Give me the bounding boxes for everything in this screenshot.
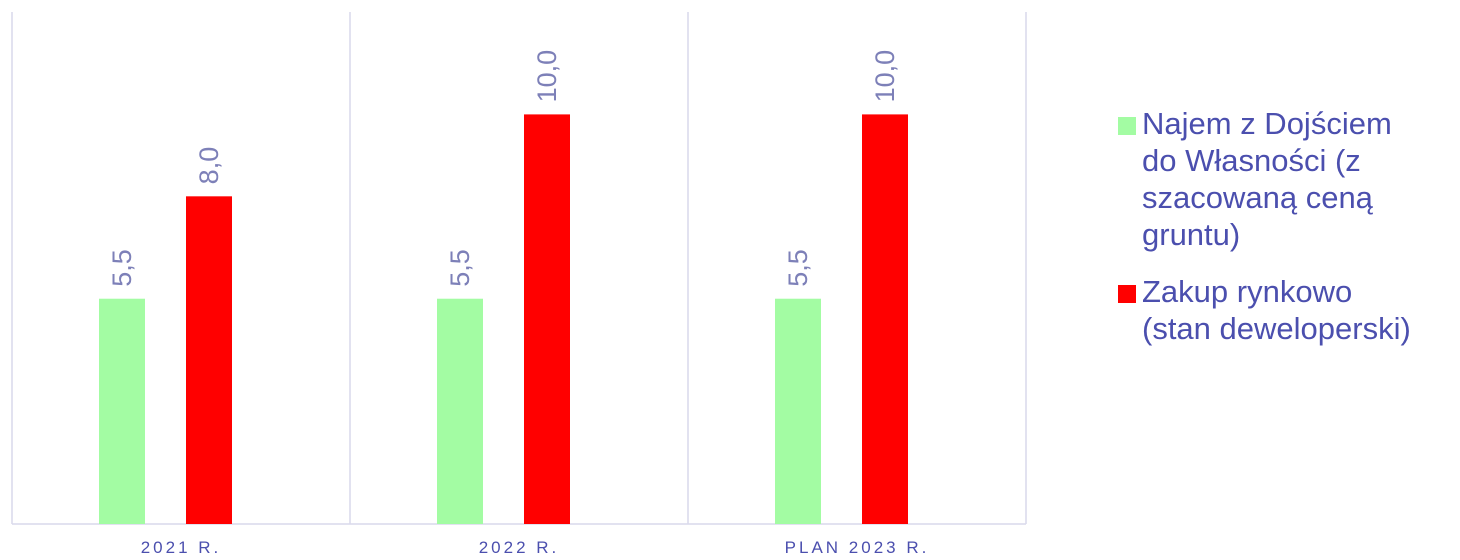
legend-swatch-najem	[1118, 117, 1136, 135]
data-label: 10,0	[870, 50, 900, 103]
x-tick-label: 2022 R.	[479, 538, 560, 557]
x-tick-label: PLAN 2023 R.	[785, 538, 930, 557]
data-label: 10,0	[532, 50, 562, 103]
data-label: 5,5	[445, 249, 475, 287]
data-label: 5,5	[783, 249, 813, 287]
bar-chart: 5,5 8,0 2021 R. 5,5 10,0 2022 R. 5,5 10,0 PLAN 2…	[11, 12, 1027, 557]
data-label: 8,0	[194, 147, 224, 185]
bar-zakup	[862, 114, 908, 525]
legend-label-najem: Najem z Dojściem do Własności (z szacowa…	[1142, 106, 1392, 252]
bar-najem	[99, 298, 145, 524]
legend-label-zakup: Zakup rynkowo (stan deweloperski)	[1142, 274, 1411, 346]
bar-zakup	[524, 114, 570, 525]
x-tick-label: 2021 R.	[141, 538, 222, 557]
legend: Najem z Dojściem do Własności (z szacowa…	[1118, 105, 1458, 367]
bar-zakup	[186, 196, 232, 524]
legend-item-zakup: Zakup rynkowo (stan deweloperski)	[1118, 273, 1458, 347]
bar-najem	[437, 298, 483, 524]
legend-item-najem: Najem z Dojściem do Własności (z szacowa…	[1118, 105, 1458, 253]
legend-swatch-zakup	[1118, 285, 1136, 303]
data-label: 5,5	[107, 249, 137, 287]
bar-najem	[775, 298, 821, 524]
